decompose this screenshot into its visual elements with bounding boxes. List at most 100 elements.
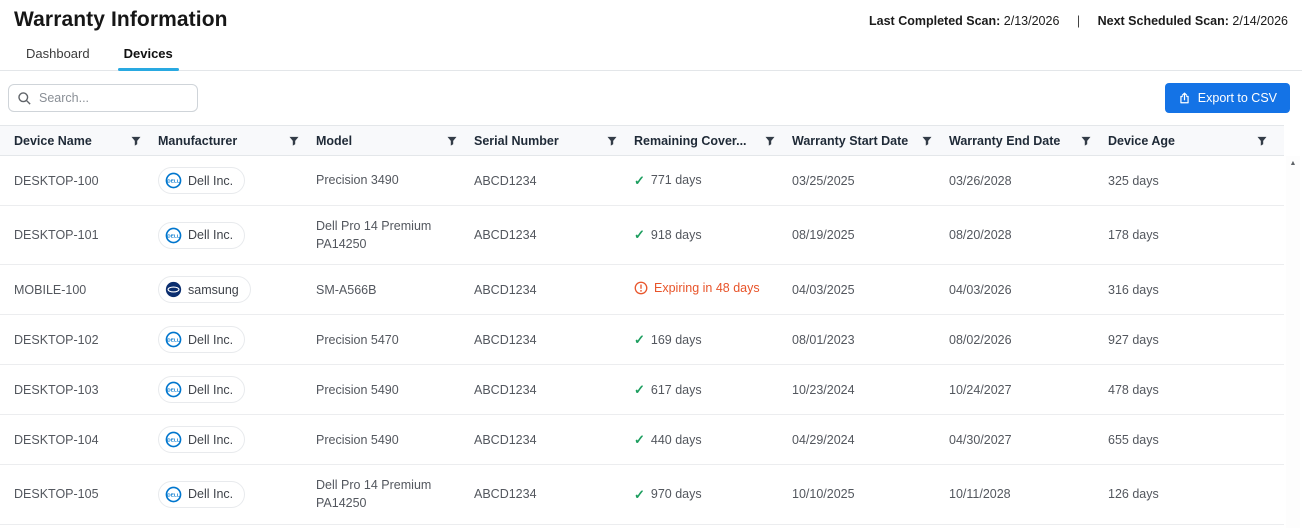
- table-row[interactable]: DESKTOP-106DELLDell Inc.Precision 5490AB…: [0, 524, 1284, 528]
- device-name: DESKTOP-104: [14, 432, 99, 447]
- next-scan-label: Next Scheduled Scan:: [1097, 14, 1229, 28]
- table-row[interactable]: DESKTOP-105 DELL Dell Inc. Dell Pro 14 Prem…: [0, 464, 1284, 525]
- samsung-logo-icon: [165, 281, 182, 298]
- device-age: 655 days: [1108, 432, 1159, 447]
- device-age: 927 days: [1108, 332, 1159, 347]
- svg-text:DELL: DELL: [167, 438, 180, 444]
- serial-number: ABCD1234: [474, 332, 537, 347]
- check-icon: ✓: [634, 382, 645, 397]
- filter-icon[interactable]: [288, 135, 300, 147]
- filter-icon[interactable]: [921, 135, 933, 147]
- device-age: 316 days: [1108, 282, 1159, 297]
- column-header-device-name[interactable]: Device Name: [0, 125, 158, 156]
- column-header-serial-number[interactable]: Serial Number: [474, 125, 634, 156]
- check-icon: ✓: [634, 332, 645, 347]
- column-label: Model: [316, 133, 353, 148]
- serial-number: ABCD1234: [474, 487, 537, 502]
- manufacturer-badge: DELL Dell Inc.: [158, 426, 246, 454]
- table-header-row: Device Name Manufacturer Model Serial Numbe…: [0, 125, 1284, 156]
- model: Precision 3490: [316, 173, 399, 188]
- check-icon: ✓: [634, 172, 645, 188]
- manufacturer-badge: DELL Dell Inc.: [158, 480, 246, 508]
- page-header: Warranty Information Last Completed Scan…: [0, 0, 1302, 32]
- device-age: 478 days: [1108, 382, 1159, 397]
- remaining-coverage: ✓ 771 days: [634, 173, 702, 187]
- warranty-end-date: 10/24/2027: [949, 382, 1012, 397]
- column-header-manufacturer[interactable]: Manufacturer: [158, 125, 316, 156]
- scrollbar[interactable]: ▲: [1286, 156, 1300, 528]
- column-header-device-age[interactable]: Device Age: [1108, 125, 1284, 156]
- table-row[interactable]: DESKTOP-101 DELL Dell Inc. Dell Pro 14 Prem…: [0, 205, 1284, 266]
- model: Precision 5490: [316, 432, 399, 447]
- last-scan-value: 2/13/2026: [1003, 14, 1060, 28]
- warranty-start-date: 04/29/2024: [792, 432, 855, 447]
- manufacturer-badge: DELL Dell Inc.: [158, 221, 246, 249]
- column-label: Warranty End Date: [949, 133, 1061, 148]
- svg-text:DELL: DELL: [167, 388, 180, 394]
- warranty-end-date: 08/20/2028: [949, 228, 1012, 243]
- dell-logo-icon: DELL: [165, 431, 182, 448]
- manufacturer-name: Dell Inc.: [188, 382, 234, 397]
- table-row[interactable]: DESKTOP-102 DELL Dell Inc. Precision 5470 AB…: [0, 314, 1284, 366]
- column-label: Remaining Cover...: [634, 133, 747, 148]
- scan-info: Last Completed Scan: 2/13/2026 | Next Sc…: [869, 8, 1288, 28]
- coverage-text: 440 days: [650, 432, 702, 447]
- warranty-start-date: 04/03/2025: [792, 282, 855, 297]
- column-label: Warranty Start Date: [792, 133, 909, 148]
- warranty-end-date: 04/30/2027: [949, 432, 1012, 447]
- filter-icon[interactable]: [764, 135, 776, 147]
- tab-devices[interactable]: Devices: [117, 42, 179, 71]
- search-icon: [17, 91, 32, 111]
- dell-logo-icon: DELL: [165, 486, 182, 503]
- export-csv-button[interactable]: Export to CSV: [1164, 83, 1290, 113]
- devices-table: Device Name Manufacturer Model Serial Numbe…: [0, 125, 1302, 528]
- export-csv-label: Export to CSV: [1197, 91, 1277, 105]
- filter-icon[interactable]: [130, 135, 142, 147]
- device-name: DESKTOP-102: [14, 332, 99, 347]
- scroll-up-arrow[interactable]: ▲: [1289, 160, 1297, 167]
- coverage-text: 169 days: [650, 332, 702, 347]
- coverage-text: 771 days: [650, 173, 702, 188]
- filter-icon[interactable]: [1256, 135, 1268, 147]
- model: Precision 5470: [316, 332, 399, 347]
- next-scan-value: 2/14/2026: [1232, 14, 1288, 28]
- column-header-warranty-start-date[interactable]: Warranty Start Date: [792, 125, 949, 156]
- device-name: DESKTOP-100: [14, 173, 99, 188]
- table-row[interactable]: MOBILE-100 samsung SM-A566B ABCD1234 Expirin…: [0, 264, 1284, 316]
- table-row[interactable]: DESKTOP-100 DELL Dell Inc. Precision 3490 AB…: [0, 155, 1284, 206]
- dell-logo-icon: DELL: [165, 331, 182, 348]
- table-row[interactable]: DESKTOP-104 DELL Dell Inc. Precision 5490 AB…: [0, 414, 1284, 466]
- remaining-coverage: ✓ 918 days: [634, 228, 702, 242]
- toolbar: Export to CSV: [0, 71, 1302, 125]
- check-icon: ✓: [634, 486, 645, 502]
- device-age: 325 days: [1108, 173, 1159, 188]
- filter-icon[interactable]: [606, 135, 618, 147]
- column-header-warranty-end-date[interactable]: Warranty End Date: [949, 125, 1108, 156]
- dell-logo-icon: DELL: [165, 381, 182, 398]
- column-header-model[interactable]: Model: [316, 125, 474, 156]
- filter-icon[interactable]: [446, 135, 458, 147]
- search-input[interactable]: [8, 84, 198, 112]
- warranty-start-date: 10/23/2024: [792, 382, 855, 397]
- model: Dell Pro 14 Premium PA14250: [316, 478, 432, 511]
- svg-text:DELL: DELL: [167, 233, 180, 239]
- device-name: MOBILE-100: [14, 282, 87, 297]
- tab-dashboard[interactable]: Dashboard: [26, 46, 90, 61]
- warranty-end-date: 04/03/2026: [949, 282, 1012, 297]
- svg-text:DELL: DELL: [167, 338, 180, 344]
- manufacturer-badge: DELL Dell Inc.: [158, 167, 246, 194]
- warning-icon: [634, 281, 648, 295]
- model: Precision 5490: [316, 382, 399, 397]
- device-age: 126 days: [1108, 487, 1159, 502]
- column-label: Serial Number: [474, 133, 559, 148]
- filter-icon[interactable]: [1080, 135, 1092, 147]
- column-label: Device Name: [14, 133, 92, 148]
- serial-number: ABCD1234: [474, 382, 537, 397]
- check-icon: ✓: [634, 432, 645, 447]
- manufacturer-name: samsung: [188, 282, 239, 297]
- serial-number: ABCD1234: [474, 173, 537, 188]
- dell-logo-icon: DELL: [165, 227, 182, 244]
- table-row[interactable]: DESKTOP-103 DELL Dell Inc. Precision 5490 AB…: [0, 364, 1284, 416]
- last-scan-label: Last Completed Scan:: [869, 14, 1001, 28]
- column-header-remaining-coverage[interactable]: Remaining Cover...: [634, 125, 792, 156]
